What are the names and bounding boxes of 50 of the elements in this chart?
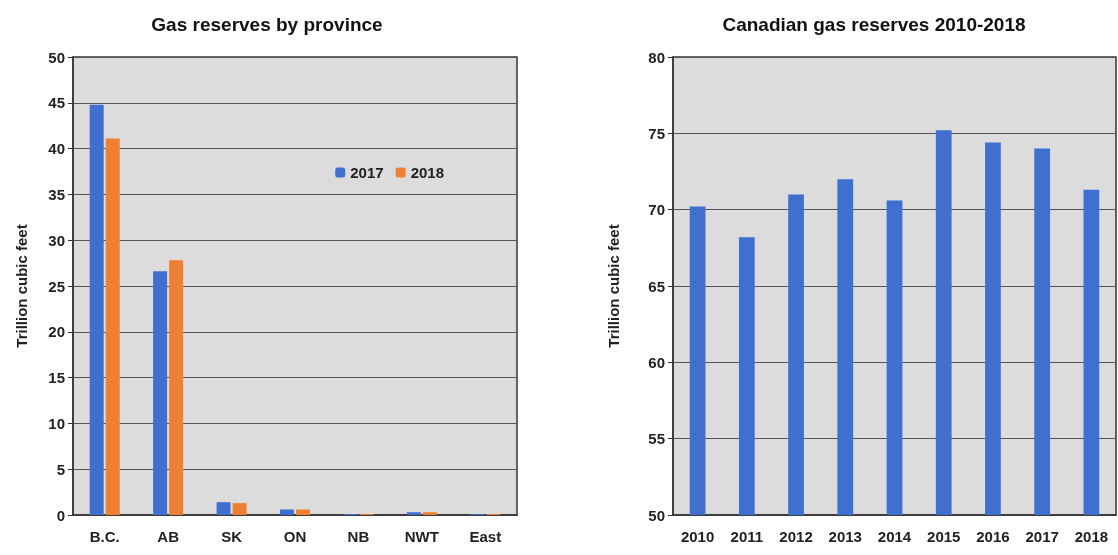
y-tick-label: 10 (48, 414, 65, 432)
y-tick-label: 75 (648, 124, 665, 142)
x-tick-label: 2012 (779, 528, 813, 545)
bar (105, 138, 120, 515)
x-tick-label: AB (157, 528, 180, 545)
bar (169, 260, 184, 515)
y-axis-title: Trillion cubic feet (605, 224, 622, 348)
x-tick-label: SK (221, 528, 243, 545)
legend-label: 2018 (410, 164, 445, 181)
x-tick-label: 2016 (976, 528, 1010, 545)
y-axis-title: Trillion cubic feet (13, 224, 30, 348)
y-tick-label: 5 (56, 460, 65, 478)
y-tick-label: 70 (648, 201, 665, 219)
y-tick-label: 60 (648, 353, 665, 371)
y-tick-label: 55 (648, 430, 665, 448)
legend-label: 2017 (350, 164, 384, 181)
y-tick-label: 45 (48, 94, 65, 112)
bar (280, 509, 294, 515)
y-tick-label: 35 (48, 185, 65, 203)
bar (89, 104, 104, 515)
bar (216, 502, 231, 515)
bar (422, 512, 437, 515)
y-tick-label: 50 (648, 506, 665, 524)
x-tick-label: B.C. (89, 528, 120, 545)
x-tick-label: 2010 (680, 528, 715, 545)
x-tick-label: 2014 (877, 528, 912, 545)
y-tick-label: 30 (48, 231, 65, 249)
bar (406, 512, 421, 515)
y-tick-label: 0 (56, 506, 65, 524)
y-tick-label: 20 (48, 323, 65, 341)
x-tick-label: ON (283, 528, 307, 545)
x-tick-label: 2018 (1074, 528, 1109, 545)
x-tick-label: East (469, 528, 502, 545)
y-tick-label: 65 (648, 277, 665, 295)
x-tick-label: 2013 (828, 528, 862, 545)
y-tick-label: 40 (48, 140, 65, 158)
bar (232, 503, 247, 515)
chart-title: Gas reserves by province (151, 14, 383, 35)
y-tick-label: 25 (48, 277, 65, 295)
y-tick-label: 15 (48, 369, 65, 387)
x-tick-label: 2011 (730, 528, 764, 545)
chart-title: Canadian gas reserves 2010-2018 (722, 14, 1026, 35)
x-tick-label: 2015 (927, 528, 961, 545)
y-tick-label: 50 (48, 48, 65, 66)
bar (296, 509, 310, 515)
bar (153, 271, 168, 515)
x-tick-label: 2017 (1025, 528, 1059, 545)
x-tick-label: NB (347, 528, 370, 545)
y-tick-label: 80 (648, 48, 665, 66)
x-tick-label: NWT (404, 528, 439, 545)
